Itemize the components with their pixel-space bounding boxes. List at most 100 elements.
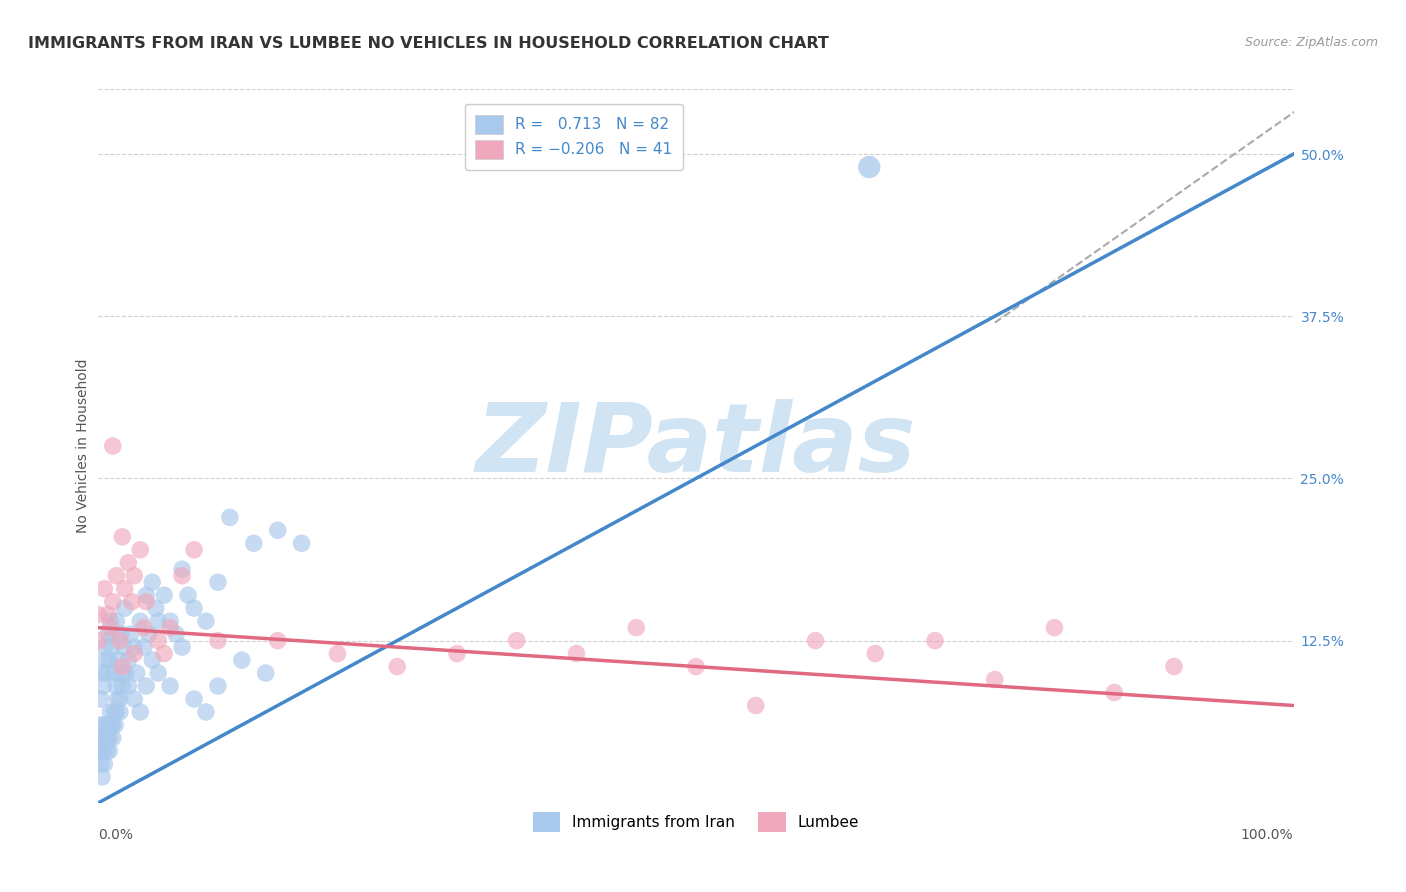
Point [172,568,194,582]
Point [177,588,200,602]
Point [148,666,170,681]
Point [97,607,120,622]
Point [90,692,112,706]
Text: 0.0%: 0.0% [98,828,134,842]
Point [685,659,707,673]
Point [132,640,155,654]
Point [98,621,122,635]
Point [98,614,122,628]
Point [91,666,114,681]
Point [91,731,114,745]
Point [114,582,136,596]
Point [135,588,157,602]
Point [207,575,229,590]
Point [94,731,117,745]
Point [124,640,146,654]
Point [326,647,349,661]
Point [254,666,277,681]
Point [159,679,181,693]
Point [101,595,124,609]
Point [120,627,142,641]
Point [132,621,155,635]
Point [98,744,121,758]
Point [98,705,122,719]
Point [91,770,114,784]
Point [183,692,205,706]
Point [207,679,229,693]
Point [108,705,131,719]
Point [291,536,314,550]
Point [87,633,110,648]
Point [93,640,115,654]
Point [105,614,128,628]
Point [117,556,139,570]
Point [1043,621,1066,635]
Point [111,679,134,693]
Point [506,633,529,648]
Point [172,562,194,576]
Point [87,607,110,622]
Point [385,659,409,673]
Point [96,666,118,681]
Point [984,673,1007,687]
Point [138,627,160,641]
Point [97,718,120,732]
Point [101,627,124,641]
Point [804,633,827,648]
Point [93,718,115,732]
Text: 100.0%: 100.0% [1241,828,1294,842]
Point [103,705,125,719]
Point [105,705,128,719]
Point [111,530,134,544]
Point [183,542,205,557]
Point [124,568,146,582]
Point [91,679,114,693]
Point [135,679,157,693]
Point [865,647,887,661]
Point [135,595,157,609]
Point [129,542,152,557]
Point [96,731,118,745]
Point [165,627,187,641]
Y-axis label: No Vehicles in Household: No Vehicles in Household [76,359,90,533]
Point [195,614,218,628]
Point [105,679,128,693]
Point [183,601,205,615]
Point [124,692,146,706]
Text: IMMIGRANTS FROM IRAN VS LUMBEE NO VEHICLES IN HOUSEHOLD CORRELATION CHART: IMMIGRANTS FROM IRAN VS LUMBEE NO VEHICL… [28,36,830,51]
Point [90,756,112,771]
Point [446,647,468,661]
Point [172,640,194,654]
Point [100,640,122,654]
Point [858,160,880,174]
Point [159,621,181,635]
Point [115,666,138,681]
Text: ZIPatlas: ZIPatlas [475,400,917,492]
Point [129,614,152,628]
Point [195,705,218,719]
Point [100,718,122,732]
Point [98,653,121,667]
Legend: Immigrants from Iran, Lumbee: Immigrants from Iran, Lumbee [526,806,866,838]
Point [153,647,176,661]
Point [117,679,139,693]
Point [91,744,114,758]
Point [207,633,229,648]
Text: Source: ZipAtlas.com: Source: ZipAtlas.com [1244,36,1378,49]
Point [93,756,115,771]
Point [745,698,768,713]
Point [141,653,163,667]
Point [243,536,266,550]
Point [94,653,117,667]
Point [96,744,118,758]
Point [121,595,143,609]
Point [626,621,648,635]
Point [1163,659,1185,673]
Point [101,718,124,732]
Point [87,744,110,758]
Point [153,588,176,602]
Point [148,614,170,628]
Point [110,627,132,641]
Point [148,633,170,648]
Point [98,731,121,745]
